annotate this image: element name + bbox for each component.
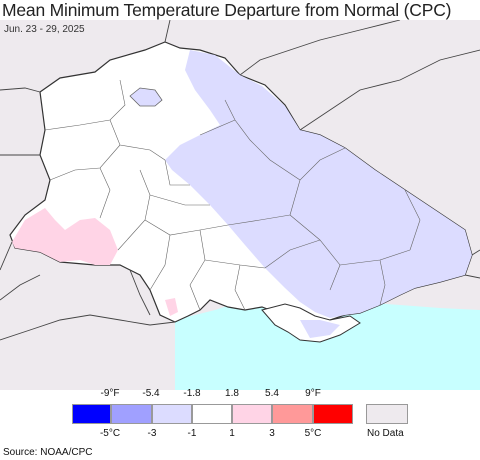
date-range: Jun. 23 - 29, 2025 <box>4 24 85 35</box>
legend-f-label-4: 1.8 <box>225 388 239 399</box>
legend-swatch-below <box>111 404 152 424</box>
legend-c-label-4: 1 <box>229 428 235 439</box>
below-normal-region-crimea <box>300 320 340 338</box>
legend-c-label-6: 5°C <box>304 428 322 439</box>
neighbor-borders <box>0 20 480 341</box>
source-credit: Source: NOAA/CPC <box>3 447 93 458</box>
legend-swatch-slightly-below <box>152 404 192 424</box>
above-normal-region-west <box>12 208 118 265</box>
legend-c-label-1: -5°C <box>99 428 121 439</box>
legend-swatch-near-normal <box>192 404 232 424</box>
legend-swatch-slightly-above <box>232 404 272 424</box>
legend-f-label-6: 9°F <box>305 388 321 399</box>
legend-c-label-3: -1 <box>187 428 197 439</box>
legend-no-data-label: No Data <box>367 428 404 439</box>
above-normal-spot-south <box>165 298 178 316</box>
black-sea <box>175 298 480 390</box>
legend-f-label-1: -9°F <box>100 388 120 399</box>
legend-swatch-much-above <box>313 404 353 424</box>
oblast-borders <box>44 79 421 311</box>
legend-f-label-5: 5.4 <box>265 388 279 399</box>
legend-c-label-2: -3 <box>147 428 157 439</box>
temperature-departure-map <box>0 20 480 390</box>
below-normal-blob-north <box>129 87 163 107</box>
legend-swatch-above <box>272 404 313 424</box>
legend-f-label-2: -5.4 <box>142 388 160 399</box>
legend-c-label-5: 3 <box>269 428 275 439</box>
legend-swatch-much-below <box>72 404 111 424</box>
below-normal-region-east <box>165 50 472 318</box>
legend-f-label-3: -1.8 <box>183 388 201 399</box>
map-title: Mean Minimum Temperature Departure from … <box>2 0 452 20</box>
legend-swatch-no-data <box>366 404 408 424</box>
